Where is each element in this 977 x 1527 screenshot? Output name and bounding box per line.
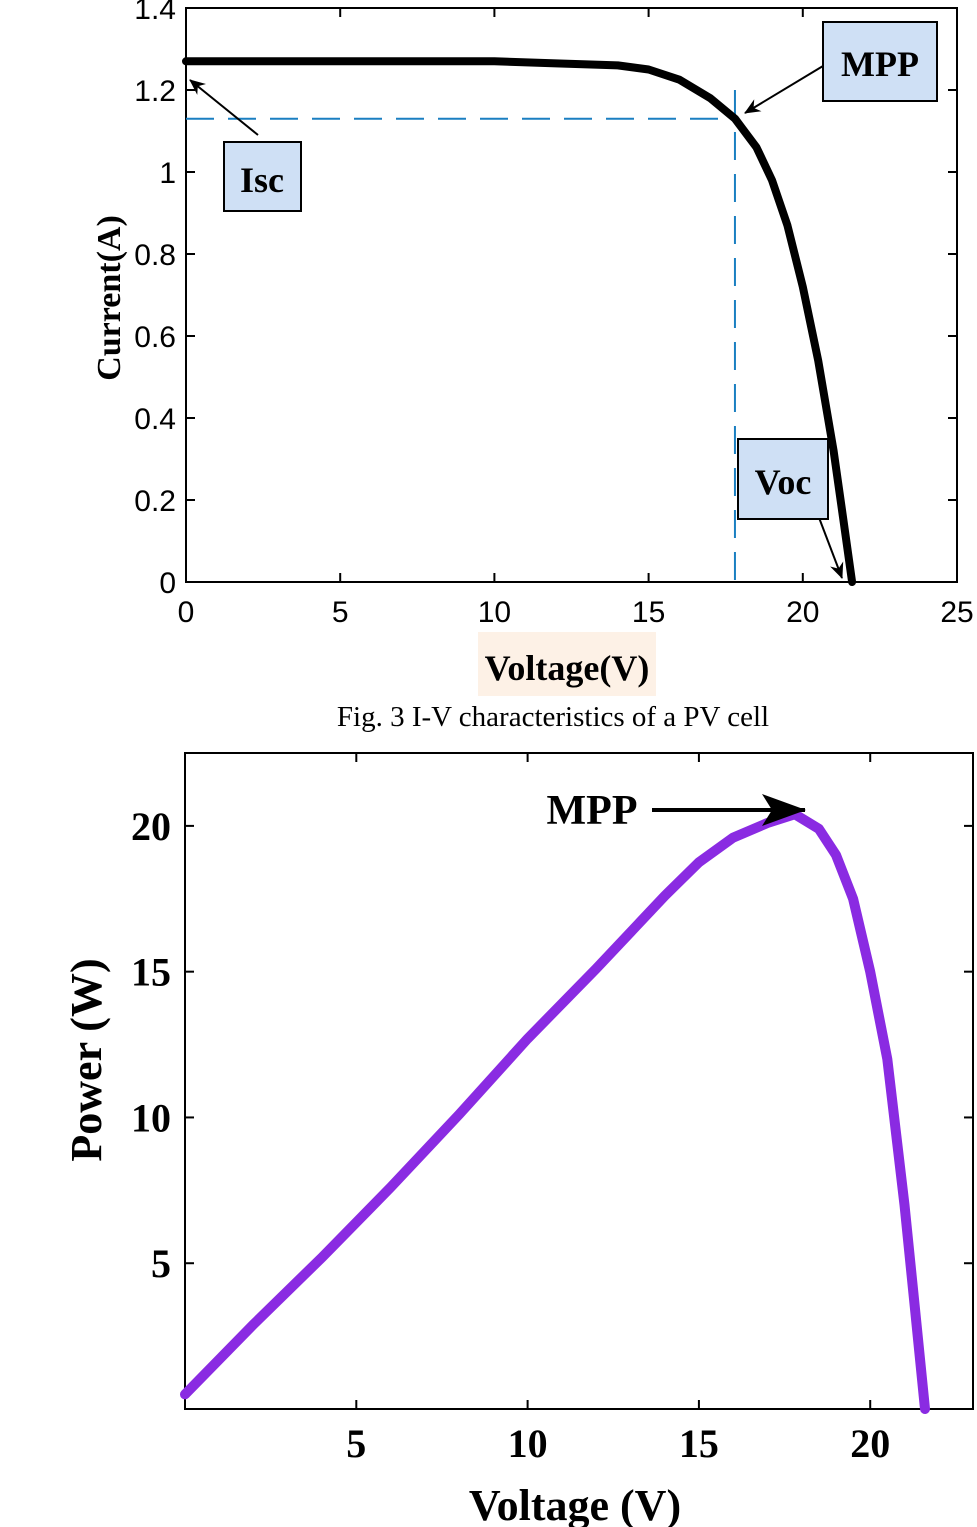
x-tick-label: 5 <box>332 596 349 629</box>
y-tick-label: 10 <box>131 1095 171 1140</box>
iv-isc-label: Isc <box>240 160 284 200</box>
pv-y-axis-title: Power (W) <box>62 958 111 1161</box>
y-tick-label: 15 <box>131 950 171 995</box>
y-tick-label: 5 <box>151 1241 171 1286</box>
iv-mpp-label: MPP <box>841 44 919 84</box>
y-tick-label: 1 <box>159 157 176 190</box>
y-tick-label: 0.6 <box>134 321 176 354</box>
iv-curve-series <box>182 57 857 586</box>
figure-caption: Fig. 3 I-V characteristics of a PV cell <box>337 701 769 733</box>
x-tick-label: 25 <box>940 596 973 629</box>
iv-tick-labels: 0 5 10 15 20 25 0 0.2 0.4 0.6 0.8 1 1.2 1.4 <box>134 0 973 629</box>
y-tick-label: 1.2 <box>134 75 176 108</box>
pv-plot-area <box>184 752 974 1410</box>
iv-voc-label-box: Voc <box>737 438 829 520</box>
x-tick-label: 5 <box>346 1421 366 1466</box>
iv-isc-label-box: Isc <box>223 141 302 212</box>
x-tick-label: 10 <box>508 1421 548 1466</box>
x-tick-label: 15 <box>632 596 665 629</box>
iv-x-axis-title-highlight <box>478 632 656 696</box>
iv-mpp-label-box: MPP <box>822 21 938 102</box>
y-tick-label: 20 <box>131 804 171 849</box>
x-tick-label: 15 <box>679 1421 719 1466</box>
x-tick-label: 10 <box>478 596 511 629</box>
y-tick-label: 0.2 <box>134 485 176 518</box>
x-tick-label: 20 <box>850 1421 890 1466</box>
iv-mpp-arrow <box>744 65 824 114</box>
y-tick-label: 1.4 <box>134 0 176 26</box>
pv-curve-series <box>180 809 930 1414</box>
x-tick-label: 20 <box>786 596 819 629</box>
pv-x-axis-title: Voltage (V) <box>469 1481 681 1527</box>
iv-x-axis-title: Voltage(V) <box>485 648 650 688</box>
y-tick-label: 0.8 <box>134 239 176 272</box>
pv-ticks <box>185 753 973 1409</box>
iv-chart: 0 5 10 15 20 25 0 0.2 0.4 0.6 0.8 1 1.2 1.4 MPP Isc V… <box>91 0 974 696</box>
iv-voc-label: Voc <box>755 462 812 502</box>
iv-isc-arrow <box>189 79 259 136</box>
y-tick-label: 0.4 <box>134 403 176 436</box>
y-tick-label: 0 <box>159 567 176 600</box>
x-tick-label: 0 <box>178 596 195 629</box>
iv-y-axis-title: Current(A) <box>91 215 128 381</box>
pv-tick-labels: 5 10 15 20 5 10 15 20 <box>131 804 890 1466</box>
pv-chart: 5 10 15 20 5 10 15 20 MPP Power (W) Voltage (V) <box>62 752 974 1527</box>
iv-voc-arrow <box>817 514 844 579</box>
pv-mpp-label: MPP <box>547 788 638 834</box>
